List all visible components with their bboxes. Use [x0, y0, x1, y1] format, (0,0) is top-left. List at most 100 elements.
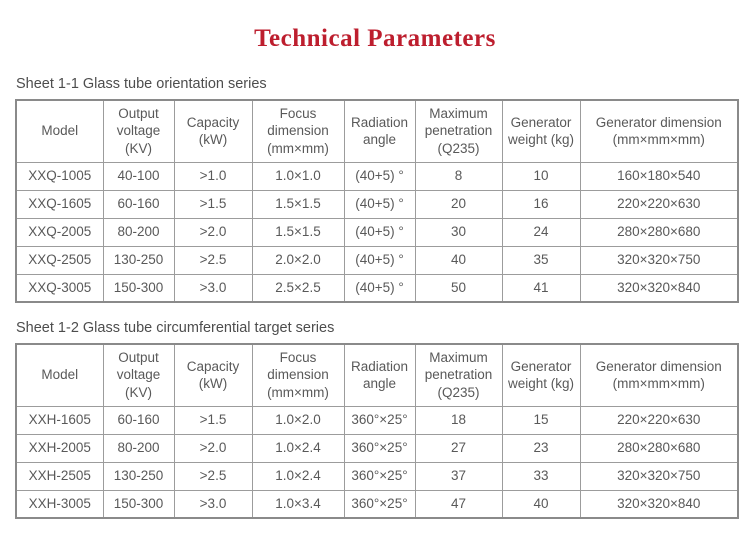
table-row: XXH-1605 60-160 >1.5 1.0×2.0 360°×25° 18 15 220…: [15, 405, 739, 435]
cell: 360°×25°: [343, 433, 416, 463]
cell: 20: [414, 189, 503, 219]
cell: 1.5×1.5: [251, 189, 345, 219]
cell: 280×280×680: [579, 217, 739, 247]
cell: 1.0×2.4: [251, 461, 345, 491]
cell: 360°×25°: [343, 461, 416, 491]
cell: 35: [501, 245, 581, 275]
cell: 50: [414, 273, 503, 303]
header-row: Model Output voltage (KV) Capacity (kW) Foc…: [15, 343, 739, 407]
cell: 80-200: [102, 217, 175, 247]
cell: (40+5) °: [343, 217, 416, 247]
table-row: XXQ-2005 80-200 >2.0 1.5×1.5 (40+5) ° 30 24 280…: [15, 217, 739, 247]
cell: >3.0: [173, 489, 253, 519]
cell: 60-160: [102, 189, 175, 219]
cell: 160×180×540: [579, 161, 739, 191]
cell: 130-250: [102, 461, 175, 491]
column-header: Focus dimension (mm×mm): [251, 99, 345, 163]
cell: 47: [414, 489, 503, 519]
column-header: Radiation angle: [343, 99, 416, 163]
cell: >3.0: [173, 273, 253, 303]
cell: XXQ-3005: [15, 273, 104, 303]
cell: 1.0×2.4: [251, 433, 345, 463]
table-row: XXH-3005 150-300 >3.0 1.0×3.4 360°×25° 47 40 32…: [15, 489, 739, 519]
cell: 40: [501, 489, 581, 519]
column-header: Generator weight (kg): [501, 99, 581, 163]
cell: XXQ-2505: [15, 245, 104, 275]
glass-tube-orientation-table: Model Output voltage (KV) Capacity (kW) Foc…: [15, 99, 739, 303]
cell: 16: [501, 189, 581, 219]
cell: XXH-2505: [15, 461, 104, 491]
table-row: XXH-2005 80-200 >2.0 1.0×2.4 360°×25° 27 23 280…: [15, 433, 739, 463]
cell: (40+5) °: [343, 273, 416, 303]
column-header: Model: [15, 99, 104, 163]
cell: 220×220×630: [579, 189, 739, 219]
cell: 27: [414, 433, 503, 463]
cell: 37: [414, 461, 503, 491]
cell: 150-300: [102, 273, 175, 303]
cell: >2.5: [173, 461, 253, 491]
cell: >2.0: [173, 217, 253, 247]
cell: 320×320×750: [579, 245, 739, 275]
cell: XXH-1605: [15, 405, 104, 435]
table-row: XXQ-3005 150-300 >3.0 2.5×2.5 (40+5) ° 50 41 32…: [15, 273, 739, 303]
cell: XXQ-2005: [15, 217, 104, 247]
table-row: XXQ-1005 40-100 >1.0 1.0×1.0 (40+5) ° 8 10 160×…: [15, 161, 739, 191]
cell: 23: [501, 433, 581, 463]
cell: >2.0: [173, 433, 253, 463]
cell: XXH-3005: [15, 489, 104, 519]
cell: 80-200: [102, 433, 175, 463]
cell: 1.0×2.0: [251, 405, 345, 435]
column-header: Radiation angle: [343, 343, 416, 407]
column-header: Generator dimension (mm×mm×mm): [579, 343, 739, 407]
cell: (40+5) °: [343, 245, 416, 275]
cell: 1.0×1.0: [251, 161, 345, 191]
column-header: Capacity (kW): [173, 99, 253, 163]
cell: 8: [414, 161, 503, 191]
cell: (40+5) °: [343, 161, 416, 191]
column-header: Maximum penetration (Q235): [414, 343, 503, 407]
cell: 24: [501, 217, 581, 247]
header-row: Model Output voltage (KV) Capacity (kW) Foc…: [15, 99, 739, 163]
cell: 360°×25°: [343, 405, 416, 435]
cell: 30: [414, 217, 503, 247]
cell: >2.5: [173, 245, 253, 275]
column-header: Maximum penetration (Q235): [414, 99, 503, 163]
cell: 40: [414, 245, 503, 275]
cell: >1.5: [173, 405, 253, 435]
table-row: XXH-2505 130-250 >2.5 1.0×2.4 360°×25° 37 33 32…: [15, 461, 739, 491]
cell: >1.5: [173, 189, 253, 219]
column-header: Model: [15, 343, 104, 407]
cell: 40-100: [102, 161, 175, 191]
cell: 320×320×750: [579, 461, 739, 491]
cell: XXH-2005: [15, 433, 104, 463]
table-row: XXQ-2505 130-250 >2.5 2.0×2.0 (40+5) ° 40 35 32…: [15, 245, 739, 275]
column-header: Generator dimension (mm×mm×mm): [579, 99, 739, 163]
cell: (40+5) °: [343, 189, 416, 219]
page-title: Technical Parameters: [254, 25, 496, 52]
column-header: Capacity (kW): [173, 343, 253, 407]
cell: 18: [414, 405, 503, 435]
cell: 320×320×840: [579, 489, 739, 519]
cell: 41: [501, 273, 581, 303]
cell: 10: [501, 161, 581, 191]
cell: 1.5×1.5: [251, 217, 345, 247]
cell: 1.0×3.4: [251, 489, 345, 519]
sheet-1-2-caption: Sheet 1-2 Glass tube circumferential tar…: [16, 320, 335, 336]
cell: 33: [501, 461, 581, 491]
cell: >1.0: [173, 161, 253, 191]
cell: 360°×25°: [343, 489, 416, 519]
sheet-1-1-caption: Sheet 1-1 Glass tube orientation series: [16, 76, 267, 92]
column-header: Output voltage (KV): [102, 343, 175, 407]
cell: 60-160: [102, 405, 175, 435]
cell: 15: [501, 405, 581, 435]
table-row: XXQ-1605 60-160 >1.5 1.5×1.5 (40+5) ° 20 16 220…: [15, 189, 739, 219]
column-header: Output voltage (KV): [102, 99, 175, 163]
column-header: Focus dimension (mm×mm): [251, 343, 345, 407]
cell: 2.0×2.0: [251, 245, 345, 275]
cell: XXQ-1005: [15, 161, 104, 191]
glass-tube-circumferential-table: Model Output voltage (KV) Capacity (kW) Foc…: [15, 343, 739, 519]
cell: 280×280×680: [579, 433, 739, 463]
cell: 220×220×630: [579, 405, 739, 435]
cell: 320×320×840: [579, 273, 739, 303]
